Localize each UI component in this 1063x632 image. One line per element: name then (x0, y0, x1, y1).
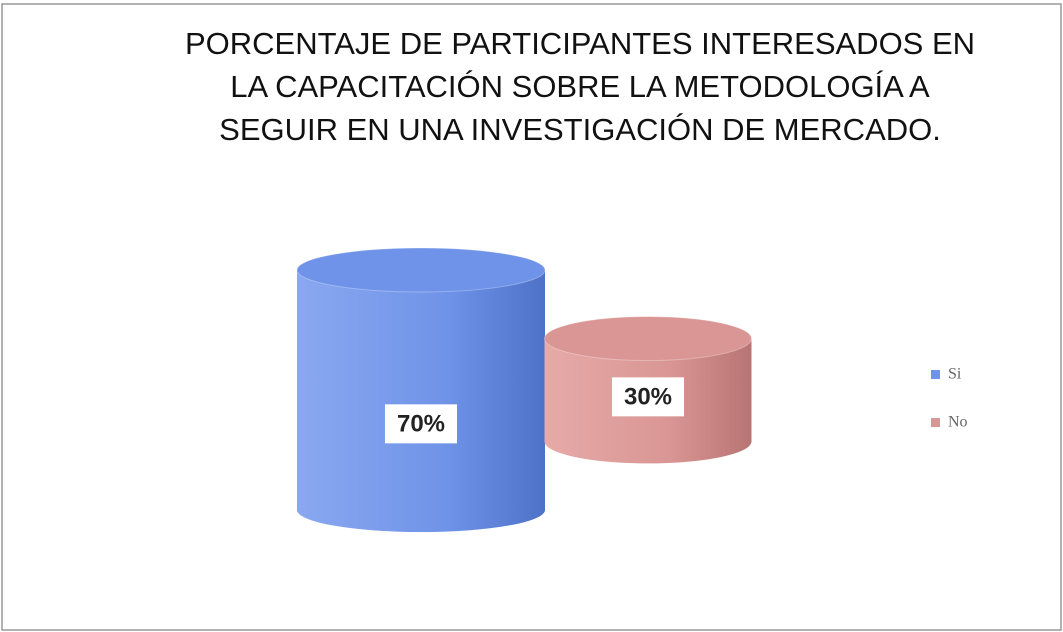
legend-swatch (931, 418, 940, 427)
cylinder-top (544, 316, 752, 362)
chart-title: SEGUIR EN UNA INVESTIGACIÓN DE MERCADO. (219, 112, 941, 147)
legend-swatch (931, 370, 940, 379)
cylinder (297, 270, 545, 532)
chart-title: LA CAPACITACIÓN SOBRE LA METODOLOGÍA A (230, 69, 930, 104)
value-label-box (611, 377, 685, 417)
legend-label: Si (948, 366, 962, 383)
cylinder-top (296, 247, 546, 293)
legend-label: No (948, 414, 968, 431)
chart-title: PORCENTAJE DE PARTICIPANTES INTERESADOS … (185, 26, 975, 61)
value-label-box (384, 404, 458, 444)
value-label: 70% (397, 410, 445, 437)
value-label: 30% (624, 383, 672, 410)
